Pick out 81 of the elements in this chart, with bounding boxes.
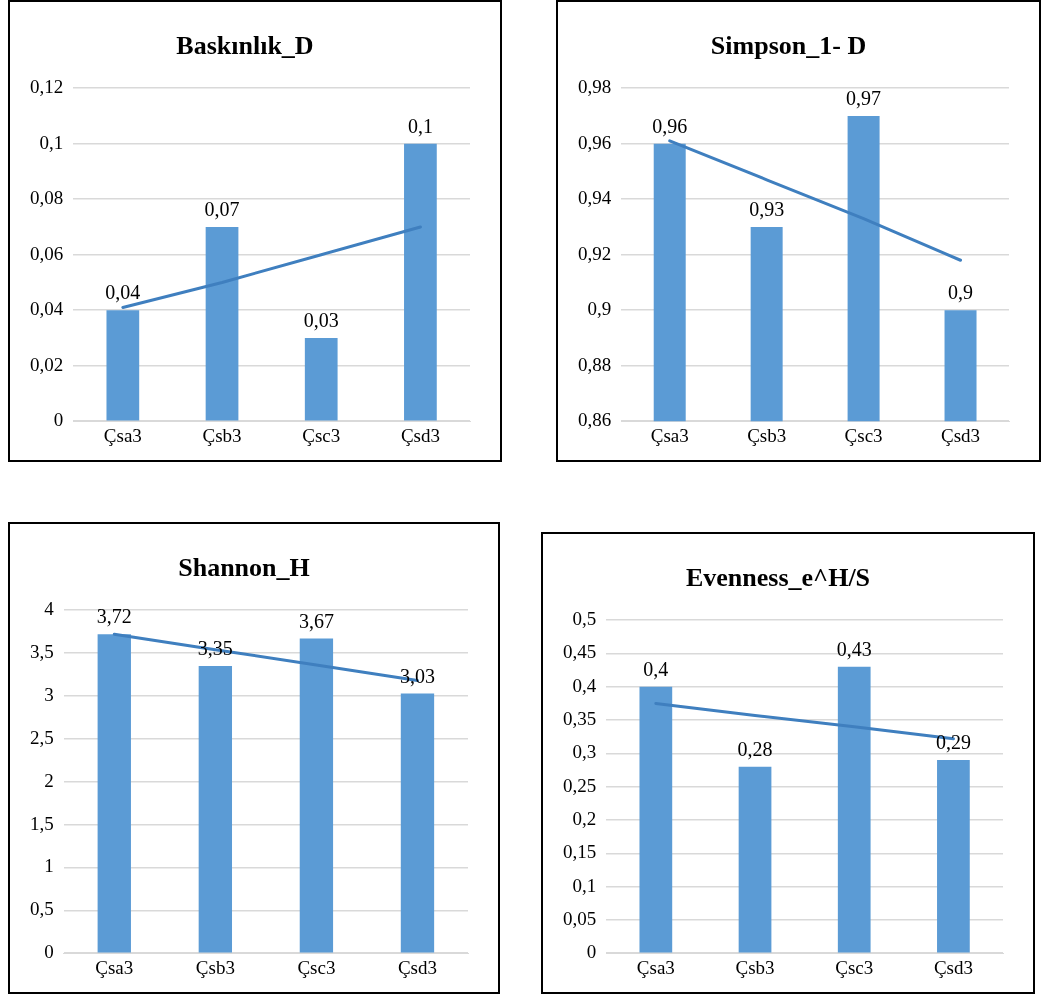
x-tick-label: Çsa3 xyxy=(636,956,675,978)
y-tick-label: 4 xyxy=(44,598,55,620)
y-tick-label: 0,4 xyxy=(572,674,597,696)
y-tick-label: 0,35 xyxy=(563,708,597,730)
data-label: 0,4 xyxy=(643,658,669,681)
bar xyxy=(404,143,437,421)
y-tick-label: 0,92 xyxy=(578,242,612,264)
y-tick-label: 0,9 xyxy=(587,298,612,320)
y-tick-label: 0,1 xyxy=(39,131,64,153)
bar xyxy=(97,634,131,953)
chart-title: Simpson_1- D xyxy=(710,31,867,61)
y-tick-label: 0,2 xyxy=(572,807,597,829)
x-tick-label: Çsc3 xyxy=(844,424,883,446)
data-label: 0,97 xyxy=(846,87,882,110)
bar xyxy=(400,693,435,953)
y-tick-label: 0,5 xyxy=(30,898,54,920)
y-tick-label: 3 xyxy=(44,683,54,705)
chart-title: Baskınlık_D xyxy=(176,31,314,61)
x-tick-label: Çsa3 xyxy=(95,956,134,978)
y-tick-label: 0,04 xyxy=(30,298,64,320)
data-label: 0,1 xyxy=(407,114,433,137)
data-label: 0,93 xyxy=(749,198,785,221)
y-tick-label: 2 xyxy=(44,769,54,791)
y-tick-label: 0,3 xyxy=(572,741,597,763)
y-tick-label: 0,02 xyxy=(30,353,64,375)
y-tick-label: 0,08 xyxy=(30,187,64,209)
data-label: 0,04 xyxy=(105,281,141,304)
x-tick-label: Çsa3 xyxy=(650,424,689,446)
bar xyxy=(304,337,338,421)
y-tick-label: 0,25 xyxy=(563,774,597,796)
y-tick-label: 0 xyxy=(53,409,64,431)
bar xyxy=(937,760,970,953)
chart-title: Shannon_H xyxy=(178,553,310,583)
x-tick-label: Çsb3 xyxy=(747,424,787,446)
y-tick-label: 0,12 xyxy=(30,76,64,98)
bar xyxy=(639,686,673,953)
y-tick-label: 3,5 xyxy=(30,641,54,663)
bar xyxy=(738,766,772,953)
y-tick-label: 2,5 xyxy=(30,726,54,748)
data-label: 3,72 xyxy=(96,605,132,628)
x-tick-label: Çsb3 xyxy=(735,956,775,978)
x-tick-label: Çsa3 xyxy=(103,424,142,446)
x-tick-label: Çsc3 xyxy=(302,424,341,446)
x-tick-label: Çsc3 xyxy=(835,956,874,978)
data-label: 0,29 xyxy=(935,731,971,754)
bar xyxy=(205,226,239,421)
data-label: 0,96 xyxy=(652,114,688,137)
bar xyxy=(198,665,233,953)
data-label: 0,43 xyxy=(836,638,872,661)
x-tick-label: Çsd3 xyxy=(940,424,981,446)
y-tick-label: 0,5 xyxy=(572,608,597,630)
x-tick-label: Çsd3 xyxy=(400,424,440,446)
y-tick-label: 0 xyxy=(44,941,54,963)
y-tick-label: 0,1 xyxy=(572,874,597,896)
data-label: 0,03 xyxy=(303,309,339,332)
data-label: 0,07 xyxy=(204,198,240,221)
y-tick-label: 0,86 xyxy=(578,409,612,431)
y-tick-label: 0,94 xyxy=(578,187,612,209)
x-tick-label: Çsb3 xyxy=(202,424,242,446)
data-label: 0,9 xyxy=(948,281,974,304)
y-tick-label: 1 xyxy=(44,855,54,877)
x-tick-label: Çsc3 xyxy=(297,956,336,978)
y-tick-label: 0 xyxy=(586,941,597,963)
y-tick-label: 0,98 xyxy=(578,76,612,98)
y-tick-label: 1,5 xyxy=(30,812,54,834)
x-tick-label: Çsd3 xyxy=(933,956,973,978)
bar xyxy=(299,638,334,953)
y-tick-label: 0,15 xyxy=(563,841,597,863)
y-tick-label: 0,06 xyxy=(30,242,64,264)
chart-title: Evenness_e^H/S xyxy=(685,563,871,593)
y-tick-label: 0,05 xyxy=(563,907,597,929)
bar xyxy=(837,666,871,953)
data-label: 3,67 xyxy=(298,609,334,632)
y-tick-label: 0,45 xyxy=(563,641,597,663)
y-tick-label: 0,88 xyxy=(578,353,612,375)
bar xyxy=(106,310,140,421)
data-label: 3,03 xyxy=(399,664,435,687)
x-tick-label: Çsd3 xyxy=(397,956,438,978)
x-tick-label: Çsb3 xyxy=(195,956,235,978)
data-label: 0,28 xyxy=(737,737,773,760)
y-tick-label: 0,96 xyxy=(578,131,612,153)
